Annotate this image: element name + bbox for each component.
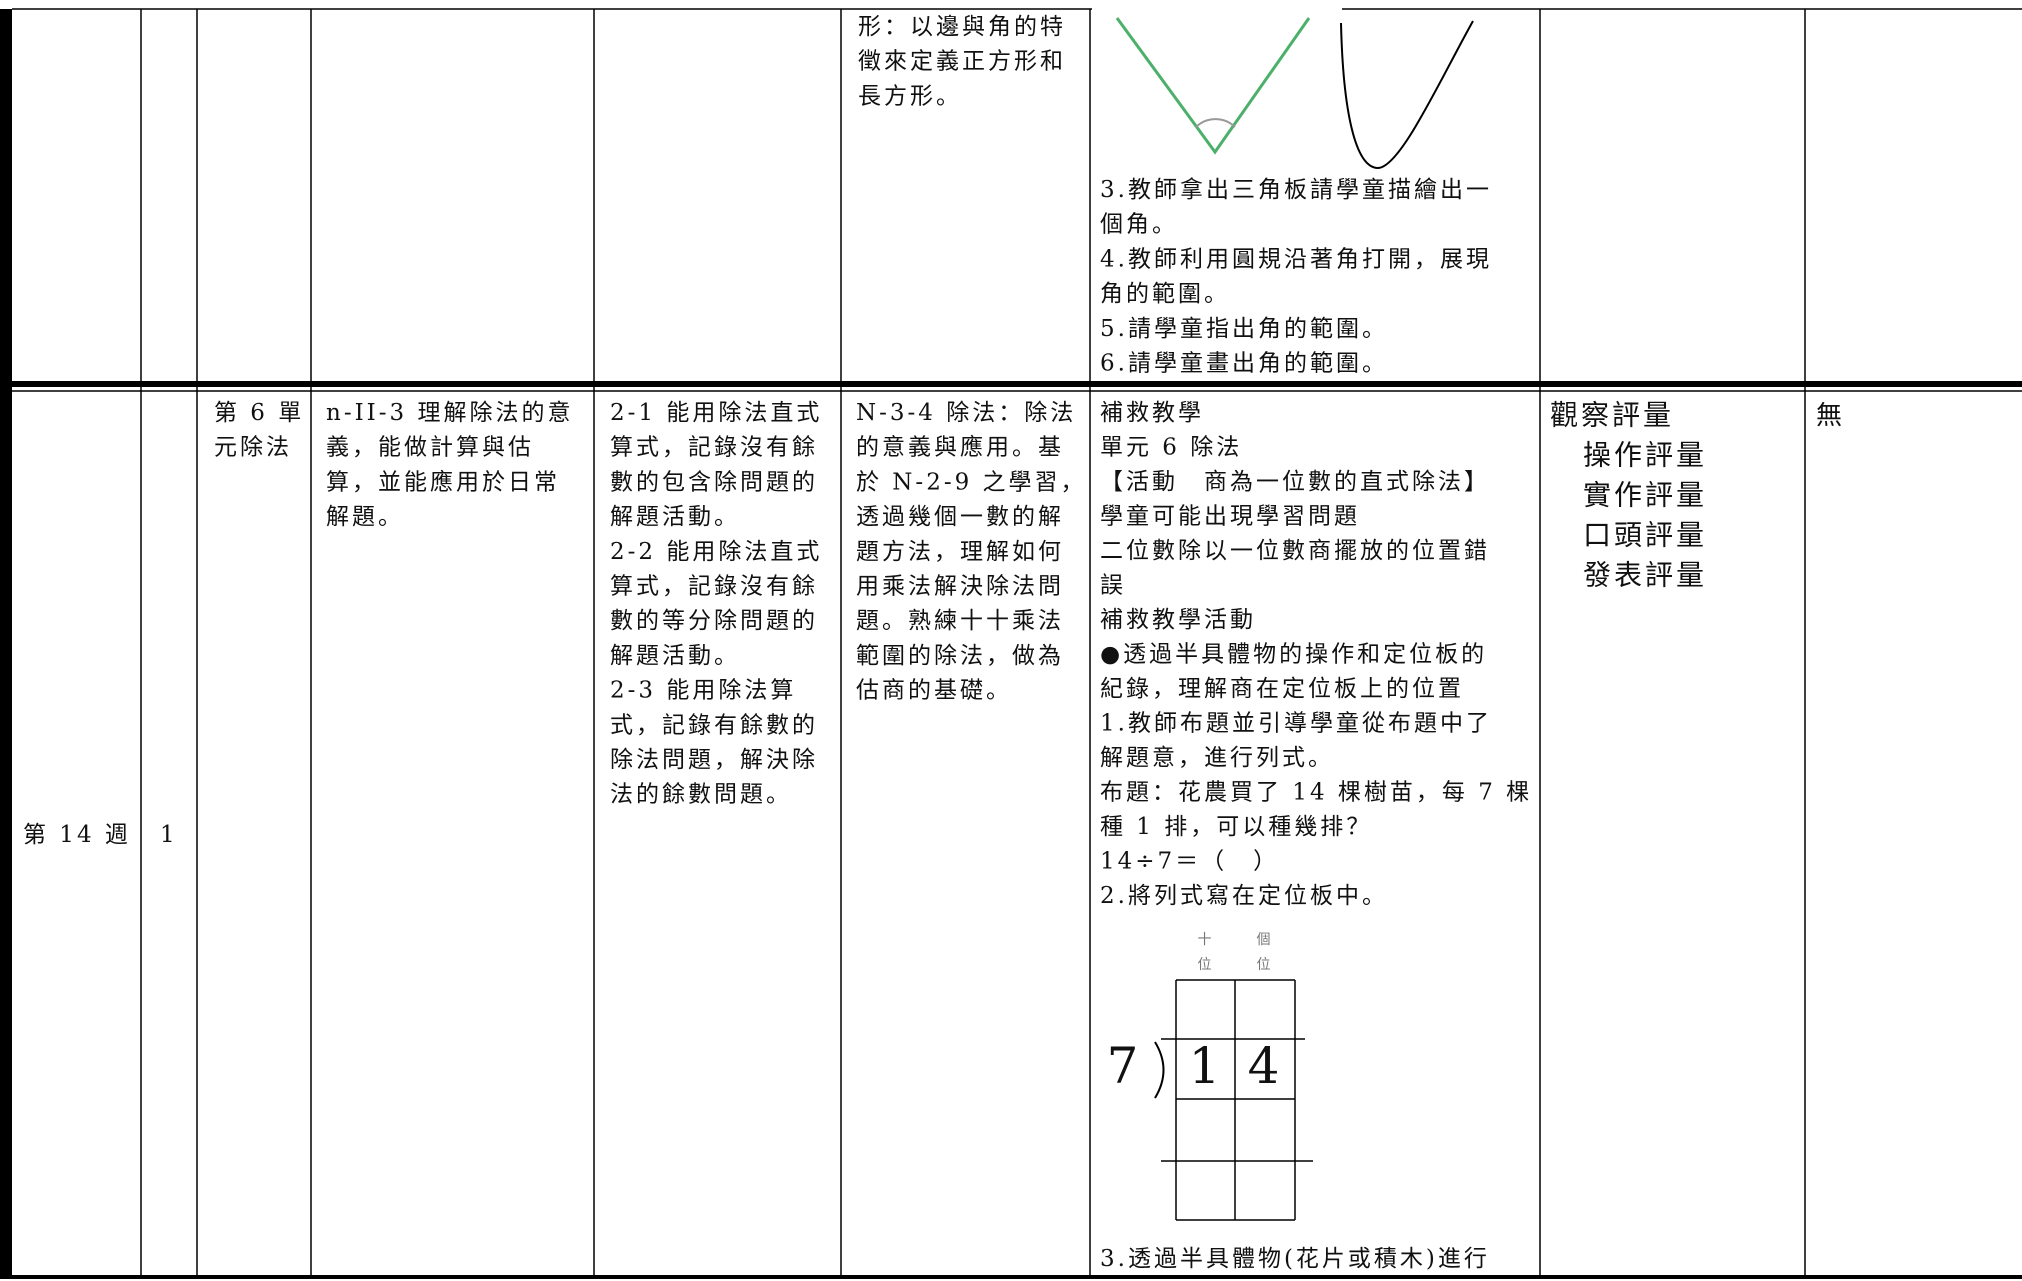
board-label: 位 bbox=[1198, 957, 1215, 973]
row-separator bbox=[0, 381, 2022, 387]
cell-line: 算式，記錄沒有餘 bbox=[610, 435, 818, 461]
dividend-digit: 4 bbox=[1248, 1037, 1283, 1095]
cell-line: 數的等分除問題的 bbox=[610, 608, 818, 634]
cell-line: 4.教師利用圓規沿著角打開，展現 bbox=[1100, 246, 1492, 272]
notes: 無 bbox=[1816, 401, 1845, 431]
left-border bbox=[0, 9, 12, 1279]
periods: 1 bbox=[160, 822, 178, 848]
cell-line: 種 1 排，可以種幾排？ bbox=[1100, 814, 1372, 840]
dividend-digit: 1 bbox=[1189, 1037, 1224, 1095]
cell-line: 6.請學童畫出角的範圍。 bbox=[1100, 351, 1388, 377]
cell-line: 義，能做計算與估 bbox=[326, 435, 534, 461]
cell-line: 2-3 能用除法算 bbox=[610, 678, 796, 704]
cell-line: 紀錄，理解商在定位板上的位置 bbox=[1100, 676, 1464, 702]
cell-line: 2-2 能用除法直式 bbox=[610, 539, 822, 565]
cell-line: 於 N-2-9 之學習， bbox=[856, 469, 1087, 495]
cell-line: 解題活動。 bbox=[610, 504, 740, 530]
board-label: 位 bbox=[1257, 957, 1274, 973]
cell-line: 1.教師布題並引導學童從布題中了 bbox=[1100, 711, 1492, 737]
divisor: 7 bbox=[1107, 1037, 1142, 1095]
cell-line: n-II-3 理解除法的意 bbox=[326, 400, 573, 426]
cell-line: 3.教師拿出三角板請學童描繪出一 bbox=[1100, 176, 1492, 203]
cell-line: 【活動 商為一位數的直式除法】 bbox=[1100, 469, 1490, 495]
cell-line: 除法問題，解決除 bbox=[610, 747, 818, 773]
assessment-item: 口頭評量 bbox=[1583, 519, 1707, 552]
cell-line: 角的範圍。 bbox=[1100, 281, 1230, 307]
image-overlap bbox=[1092, 0, 1342, 12]
cell-line: 數的包含除問題的 bbox=[610, 469, 818, 495]
cell-line: 布題：花農買了 14 棵樹苗，每 7 棵 bbox=[1100, 780, 1532, 806]
cell-line: 二位數除以一位數商擺放的位置錯 bbox=[1100, 538, 1490, 564]
cell-line: ●透過半具體物的操作和定位板的 bbox=[1100, 642, 1487, 668]
cell-line: 透過幾個一數的解 bbox=[856, 504, 1064, 530]
cell-line: 長方形。 bbox=[858, 83, 962, 109]
assessment-title: 觀察評量 bbox=[1550, 399, 1674, 432]
board-label: 個 bbox=[1257, 932, 1274, 948]
cell-line: 式，記錄有餘數的 bbox=[610, 712, 818, 738]
board-label: 十 bbox=[1198, 932, 1215, 948]
assessment-item: 操作評量 bbox=[1583, 439, 1707, 472]
cell-line: 補救教學 bbox=[1100, 400, 1204, 426]
angle-sides bbox=[1115, 17, 1311, 155]
assessment-item: 實作評量 bbox=[1583, 479, 1707, 512]
bottom-line bbox=[0, 1275, 2022, 1279]
cell-line: 誤 bbox=[1100, 573, 1126, 599]
cell-line: 解題。 bbox=[326, 504, 404, 530]
angle-arc bbox=[1195, 118, 1236, 128]
cell-line: 學童可能出現學習問題 bbox=[1100, 504, 1360, 530]
cell-line: 解題活動。 bbox=[610, 643, 740, 669]
cell-line: 的意義與應用。基 bbox=[856, 435, 1064, 461]
cell-line: 用乘法解決除法問 bbox=[856, 574, 1064, 600]
cell-line: 5.請學童指出角的範圍。 bbox=[1100, 316, 1388, 342]
cell-line: 範圍的除法，做為 bbox=[856, 643, 1064, 669]
curve bbox=[1340, 20, 1474, 170]
place-value-board bbox=[1154, 979, 1313, 1221]
cell-line: 法的餘數問題。 bbox=[610, 782, 792, 808]
cell-line: 3.透過半具體物(花片或積木)進行 bbox=[1100, 1246, 1490, 1272]
cell-line: 補救教學活動 bbox=[1100, 607, 1256, 633]
cell-line: 形：以邊與角的特 bbox=[858, 14, 1066, 40]
cell-line: 題方法，理解如何 bbox=[856, 539, 1064, 565]
week: 第 14 週 bbox=[23, 822, 131, 848]
cell-line: 算，並能應用於日常 bbox=[326, 469, 560, 495]
cell-line: 個角。 bbox=[1100, 212, 1178, 238]
cell-line: 2.將列式寫在定位板中。 bbox=[1100, 883, 1388, 909]
division-bracket bbox=[1154, 1041, 1165, 1099]
cell-line: 14÷7＝（ ） bbox=[1100, 849, 1279, 875]
cell-line: 徵來定義正方形和 bbox=[858, 49, 1066, 75]
cell-line: 2-1 能用除法直式 bbox=[610, 400, 822, 426]
assessment-item: 發表評量 bbox=[1583, 559, 1707, 592]
cell-line: 單元 6 除法 bbox=[1100, 435, 1242, 461]
cell-line: 估商的基礎。 bbox=[856, 678, 1012, 704]
cell-line: 解題意，進行列式。 bbox=[1100, 745, 1334, 771]
cell-line: 第 6 單 bbox=[214, 400, 304, 426]
angle-figure bbox=[1115, 17, 1474, 170]
cell-line: 題。熟練十十乘法 bbox=[856, 608, 1064, 634]
table-grid bbox=[0, 8, 2022, 1279]
cell-line: N-3-4 除法：除法 bbox=[856, 400, 1076, 426]
cell-line: 元除法 bbox=[214, 435, 292, 461]
cell-line: 算式，記錄沒有餘 bbox=[610, 574, 818, 600]
